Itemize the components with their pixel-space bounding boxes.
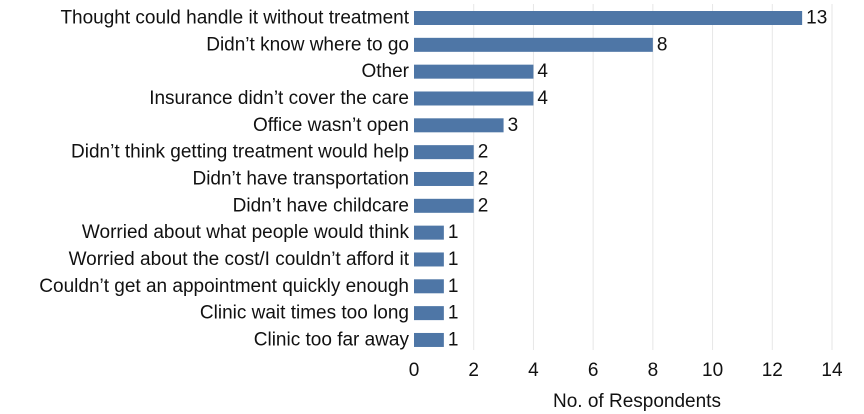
category-label: Didn’t have childcare [233,195,409,216]
bar [414,225,444,240]
x-axis-ticks: 0 2 4 6 8 10 12 14 [409,360,843,381]
bar [414,118,504,133]
value-label: 8 [657,34,668,55]
bar [414,171,474,186]
category-label: Didn’t know where to go [206,34,409,55]
category-label: Didn’t have transportation [192,168,409,189]
bar [414,332,444,347]
bar [414,252,444,267]
x-tick-label: 8 [648,360,659,381]
value-label: 13 [806,8,827,29]
x-tick-label: 2 [468,360,479,381]
category-label: Office wasn’t open [253,115,409,136]
value-label: 4 [537,88,548,109]
x-tick-label: 4 [528,360,539,381]
bar [414,306,444,321]
bar [414,64,534,79]
value-label: 2 [478,195,489,216]
x-tick-label: 0 [409,360,420,381]
bar [414,11,803,25]
grid-layer [473,4,833,350]
category-label: Other [361,61,409,82]
x-tick-label: 6 [588,360,599,381]
value-label: 3 [508,115,519,136]
x-axis-title: No. of Respondents [553,391,721,412]
category-label: Thought could handle it without treatmen… [60,8,409,29]
value-label: 1 [448,222,459,243]
bar-layer [414,11,803,347]
bar [414,145,474,160]
bar [414,37,653,52]
value-label: 4 [537,61,548,82]
x-tick-label: 12 [762,360,783,381]
value-label: 1 [448,249,459,270]
bar [414,198,474,213]
x-tick-label: 14 [821,360,843,381]
value-label: 1 [448,303,459,324]
value-label: 1 [448,329,459,350]
value-label: 2 [478,168,489,189]
category-label: Worried about what people would think [82,222,410,243]
value-label: 2 [478,142,489,163]
category-label: Didn’t think getting treatment would hel… [71,142,409,163]
category-label: Couldn’t get an appointment quickly enou… [39,276,409,297]
label-layer: Thought could handle it without treatmen… [39,8,827,351]
bar [414,279,444,294]
category-label: Insurance didn’t cover the care [149,88,409,109]
category-label: Clinic wait times too long [200,303,409,324]
category-label: Worried about the cost/I couldn’t afford… [69,249,410,270]
value-label: 1 [448,276,459,297]
category-label: Clinic too far away [254,329,410,350]
x-tick-label: 10 [702,360,723,381]
bar [414,91,534,106]
